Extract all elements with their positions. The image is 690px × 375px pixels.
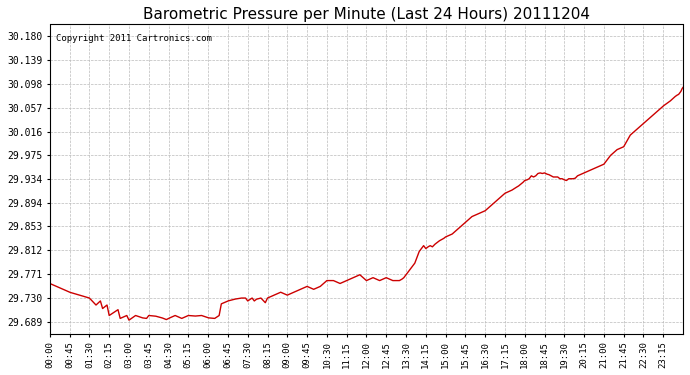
Text: Copyright 2011 Cartronics.com: Copyright 2011 Cartronics.com — [56, 34, 212, 43]
Title: Barometric Pressure per Minute (Last 24 Hours) 20111204: Barometric Pressure per Minute (Last 24 … — [143, 7, 590, 22]
